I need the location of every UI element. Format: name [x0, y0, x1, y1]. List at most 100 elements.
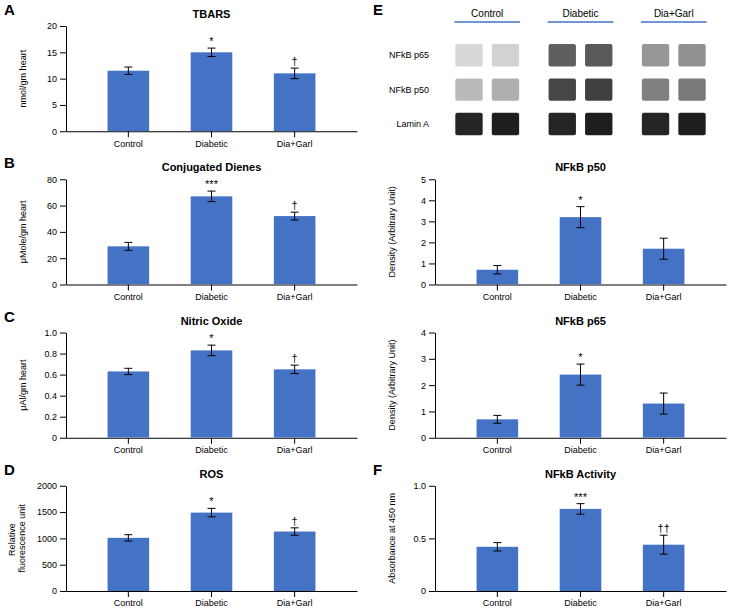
- tick-mark: [211, 438, 212, 444]
- panel: 00.20.40.60.81.0ControlDiabeticDia+Garl*…: [4, 308, 358, 456]
- error-bar-cap: [208, 355, 216, 356]
- axis-line: [435, 333, 436, 438]
- error-bar: [208, 345, 216, 356]
- blot-band: [549, 78, 576, 100]
- tick-label: Diabetic: [564, 598, 597, 608]
- bar: [108, 246, 150, 284]
- error-bar-stem: [580, 207, 581, 228]
- y-tick: 1000: [37, 534, 66, 544]
- tick-mark: [60, 354, 66, 355]
- error-bar-cap: [493, 551, 501, 552]
- x-tick: Control: [114, 285, 143, 302]
- chart-title: Conjugated Dienes: [162, 161, 262, 173]
- x-axis: ControlDiabeticDia+Garl: [436, 591, 727, 608]
- y-axis: 012345: [421, 175, 436, 290]
- y-tick: 2000: [37, 481, 66, 491]
- chart-title: Nitric Oxide: [181, 315, 243, 327]
- tick-label: Dia+Garl: [277, 598, 313, 608]
- y-tick: 1: [421, 407, 435, 417]
- x-tick: Dia+Garl: [646, 285, 682, 302]
- tick-mark: [128, 285, 129, 291]
- tick-mark: [60, 512, 66, 513]
- error-bar-cap: [493, 542, 501, 543]
- blot-bands: [455, 44, 705, 135]
- y-tick: 0: [52, 586, 66, 596]
- tick-mark: [60, 79, 66, 80]
- error-bar-cap: [291, 373, 299, 374]
- tick-label: 3: [421, 217, 426, 227]
- error-bar: [291, 365, 299, 373]
- tick-label: Control: [114, 445, 143, 455]
- group-label: Diabetic: [562, 8, 598, 19]
- x-tick: Dia+Garl: [646, 438, 682, 455]
- y-axis-label: μAl/gm heart: [18, 359, 28, 411]
- tick-mark: [429, 333, 435, 334]
- tick-mark: [60, 105, 66, 106]
- marks: [477, 364, 685, 438]
- error-bar: [291, 528, 299, 535]
- y-tick: 1500: [37, 507, 66, 517]
- tick-label: Dia+Garl: [277, 139, 313, 149]
- y-tick: 60: [47, 201, 66, 211]
- axis-line: [66, 333, 67, 438]
- error-bar-cap: [660, 554, 668, 555]
- x-tick: Dia+Garl: [277, 285, 313, 302]
- error-bar-stem: [211, 191, 212, 202]
- tick-mark: [60, 52, 66, 53]
- bar: [274, 73, 316, 131]
- tick-mark: [128, 591, 129, 597]
- error-bar: [291, 212, 299, 220]
- error-bar-cap: [124, 74, 132, 75]
- bar: [191, 52, 233, 131]
- tick-mark: [60, 538, 66, 539]
- tick-mark: [497, 591, 498, 597]
- bar: [191, 196, 233, 284]
- error-bar-stem: [580, 504, 581, 515]
- tick-mark: [429, 242, 435, 243]
- chart-title: ROS: [200, 468, 224, 480]
- group-underline: [548, 21, 614, 23]
- error-bar-cap: [660, 393, 668, 394]
- y-tick: 5: [52, 100, 66, 110]
- marks: [108, 48, 316, 131]
- y-tick: 500: [42, 560, 66, 570]
- blot-band: [642, 44, 669, 66]
- y-tick: 4: [421, 328, 435, 338]
- error-bar-stem: [663, 535, 664, 554]
- y-axis: 0 500 1000 1500 2000: [37, 481, 67, 596]
- x-axis: ControlDiabeticDia+Garl: [67, 131, 358, 148]
- tick-label: 1: [421, 259, 426, 269]
- x-tick: Diabetic: [195, 591, 228, 608]
- tick-label: Control: [483, 445, 512, 455]
- tick-label: Diabetic: [195, 445, 228, 455]
- axis-line: [66, 180, 67, 285]
- error-bar-stem: [663, 393, 664, 414]
- tick-mark: [429, 263, 435, 264]
- y-axis: 00.51.0: [413, 481, 435, 596]
- y-axis-label: Density (Arbitrary Unit): [387, 186, 397, 277]
- y-tick: 20: [47, 254, 66, 264]
- y-axis-label: Relative fluorescence unit: [7, 504, 27, 573]
- tick-label: 0.8: [44, 349, 57, 359]
- error-bar-cap: [208, 516, 216, 517]
- error-bar-stem: [497, 266, 498, 274]
- error-bar-cap: [208, 508, 216, 509]
- marks: [477, 504, 685, 591]
- y-tick: 0: [421, 433, 435, 443]
- y-tick: 20: [47, 21, 66, 31]
- row-label: NFkB p50: [389, 85, 429, 95]
- tick-mark: [60, 486, 66, 487]
- error-bar-stem: [128, 242, 129, 250]
- error-bar: [493, 266, 501, 274]
- marks: [108, 508, 316, 591]
- plot-area: 020406080ControlDiabeticDia+Garl***†Conj…: [18, 161, 358, 302]
- error-bar-stem: [128, 368, 129, 374]
- tick-mark: [663, 285, 664, 291]
- tick-mark: [60, 396, 66, 397]
- error-bar: [208, 191, 216, 202]
- bar: [274, 532, 316, 591]
- tick-mark: [60, 179, 66, 180]
- tick-label: 60: [47, 201, 57, 211]
- bar: [274, 216, 316, 284]
- row-label: NFkB p65: [389, 50, 429, 60]
